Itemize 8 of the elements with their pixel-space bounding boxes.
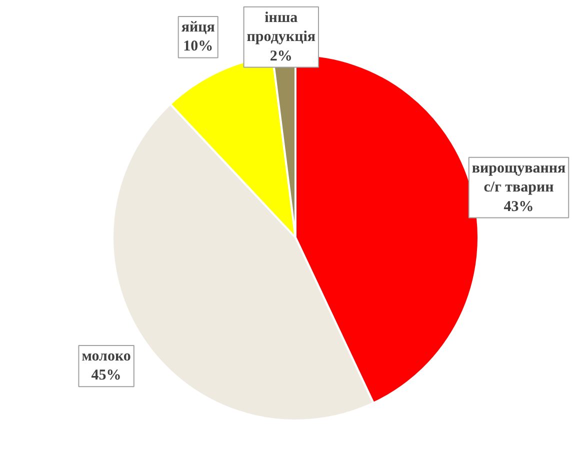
data-label: 2% [270, 48, 292, 64]
data-label: 45% [91, 368, 122, 384]
slice-label: вирощування с/г тварин [472, 160, 566, 196]
data-label: 43% [504, 198, 534, 215]
slice-label: яйця [181, 20, 215, 36]
slice-label: інша продукція [246, 10, 316, 46]
slice-label: молоко [82, 348, 131, 364]
data-label: 10% [183, 38, 214, 55]
